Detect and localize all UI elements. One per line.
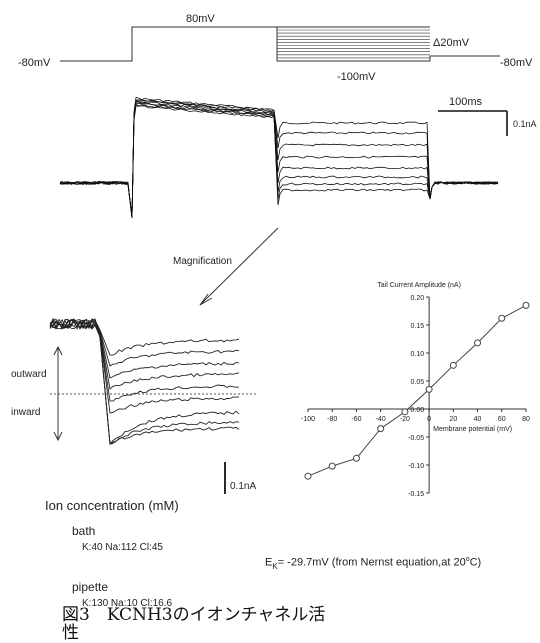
x-tick-label: 60	[498, 416, 506, 423]
y-tick-label: 0.10	[410, 351, 424, 358]
data-point	[352, 454, 360, 462]
chart-title: Tail Current Amplitude (nA)	[377, 282, 461, 289]
inward-label: inward	[11, 407, 40, 418]
y-tick-label: 0.15	[410, 323, 424, 330]
current-traces	[59, 96, 499, 219]
x-tick-label: -40	[376, 416, 386, 423]
ek-unit: C)	[469, 556, 482, 569]
scale-time-label: 100ms	[449, 96, 483, 108]
data-point	[304, 472, 312, 480]
protocol-step-lines	[277, 29, 430, 59]
caption-line-1: 図3 KCNH3のイオンチャネル活	[62, 605, 326, 625]
x-tick-label: 80	[522, 416, 530, 423]
reversal-potential-text: EK= -29.7mV (from Nernst equation,at 20o…	[265, 556, 481, 571]
y-tick-label: -0.10	[408, 463, 424, 470]
series-line	[307, 304, 527, 477]
inset-trace	[49, 318, 240, 445]
inset-trace	[49, 317, 240, 446]
bath-label: bath	[72, 524, 96, 538]
inset-trace	[49, 319, 240, 390]
inset-trace	[49, 319, 240, 379]
iv-chart: 0.20 0.15 0.10 0.05 0.00 -0.05 -0.10 -0.15 -100 -…	[301, 282, 530, 498]
inset-traces	[49, 317, 240, 446]
magnification-label: Magnification	[173, 256, 232, 267]
holding-potential-left-label: -80mV	[18, 57, 51, 69]
ek-subscript: K	[272, 561, 278, 571]
figure-caption: 図3 KCNH3のイオンチャネル活 性	[62, 606, 462, 642]
data-point	[449, 361, 457, 369]
tail-potential-label: -100mV	[337, 71, 376, 83]
data-point	[425, 385, 433, 393]
data-point	[328, 462, 336, 470]
ek-symbol: E	[265, 556, 273, 569]
y-tick-label: -0.15	[408, 491, 424, 498]
y-tick-label: 0.00	[410, 407, 424, 414]
x-axis-label: Membrane potential (mV)	[433, 426, 512, 433]
y-tick-label: 0.05	[410, 379, 424, 386]
direction-arrows	[53, 345, 63, 442]
bath-values: K:40 Na:112 Cl:45	[82, 542, 163, 553]
x-tick-label: -60	[351, 416, 361, 423]
caption-line-2: 性	[62, 623, 79, 643]
data-point	[377, 425, 385, 433]
step-potential-label: 80mV	[186, 13, 215, 25]
ion-concentration-title: Ion concentration (mM)	[45, 498, 179, 513]
x-tick-label: 40	[474, 416, 482, 423]
holding-potential-right-label: -80mV	[500, 57, 533, 69]
magnification-arrow	[199, 227, 279, 306]
ek-degree: o	[465, 556, 470, 563]
data-point	[474, 339, 482, 347]
increment-label: Δ20mV	[433, 37, 470, 49]
x-tick-label: -20	[400, 416, 410, 423]
pipette-label: pipette	[72, 580, 109, 594]
inset-scale-label: 0.1nA	[230, 481, 256, 492]
scale-current-label: 0.1nA	[513, 119, 537, 129]
data-point	[401, 408, 409, 416]
data-point	[522, 301, 530, 309]
current-trace	[59, 105, 499, 219]
outward-label: outward	[11, 369, 47, 380]
x-tick-label: 0	[427, 416, 431, 423]
inset-trace	[49, 318, 240, 356]
x-tick-label: 20	[449, 416, 457, 423]
ek-text: = -29.7mV (from Nernst equation,at 20	[277, 556, 466, 569]
y-tick-label: -0.05	[408, 435, 424, 442]
data-point	[498, 314, 506, 322]
y-tick-label: 0.20	[410, 295, 424, 302]
x-tick-label: -80	[327, 416, 337, 423]
inset-trace	[49, 318, 240, 402]
inset-trace	[49, 317, 240, 445]
scale-bar	[438, 110, 508, 136]
pipette-values: K:130 Na:10 Cl:16.6	[82, 598, 173, 609]
inset-trace	[49, 318, 240, 414]
voltage-protocol	[60, 26, 500, 62]
x-tick-label: -100	[301, 416, 315, 423]
